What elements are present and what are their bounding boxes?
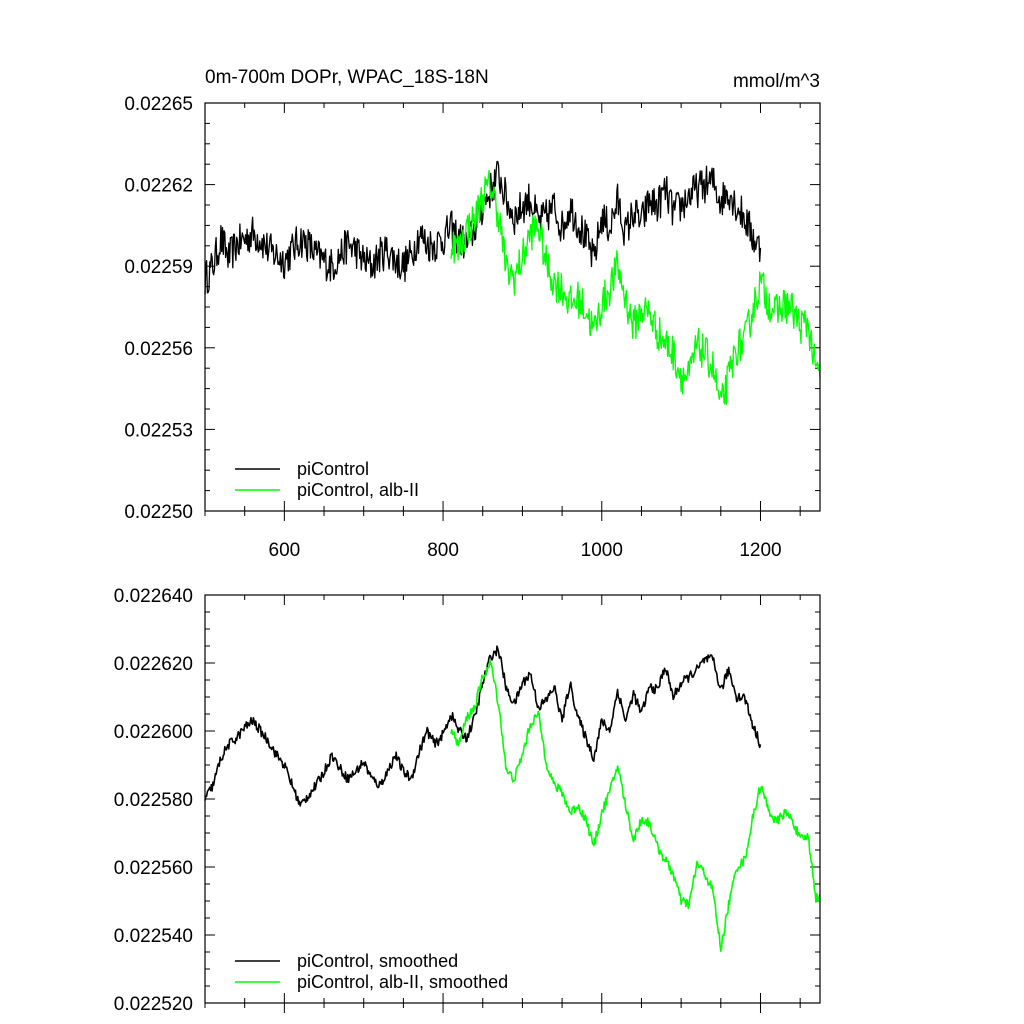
plot-lines (204, 645, 821, 953)
y-tick-label: 0.02262 (124, 176, 193, 197)
series-line-picontrol-alb-ii (450, 169, 821, 405)
legend: piControl piControl, alb-II (235, 459, 419, 500)
plot-lines (204, 160, 821, 405)
y-tick-label: 0.022600 (114, 722, 193, 743)
x-tick-label: 600 (269, 540, 301, 561)
panel-units: mmol/m^3 (733, 71, 820, 92)
bottom-panel: 0.022520 0.022540 0.022560 0.022580 0.022600… (114, 586, 821, 1015)
x-tick-label: 1200 (739, 540, 781, 561)
x-tick-label: 800 (427, 540, 459, 561)
x-tick-labels: 600 800 1000 1200 (269, 540, 782, 561)
series-line-picontrol-alb-ii-smoothed (450, 659, 821, 953)
legend: piControl, smoothed piControl, alb-II, s… (235, 951, 508, 992)
y-tick-label: 0.022640 (114, 586, 193, 607)
series-line-picontrol (204, 160, 762, 295)
legend-label-alb-ii-smoothed: piControl, alb-II, smoothed (297, 972, 508, 992)
top-panel: 0m-700m DOPr, WPAC_18S-18N mmol/m^3 0.02… (124, 67, 821, 561)
y-tick-label: 0.022520 (114, 994, 193, 1015)
y-tick-label: 0.022620 (114, 654, 193, 675)
legend-label-alb-ii: piControl, alb-II (297, 480, 419, 500)
plot-frame (204, 102, 821, 512)
y-tick-label: 0.022540 (114, 926, 193, 947)
y-tick-label: 0.022560 (114, 858, 193, 879)
y-tick-label: 0.02265 (124, 94, 193, 115)
series-line-picontrol-smoothed (204, 645, 762, 807)
legend-label-picontrol: piControl (297, 459, 369, 479)
legend-label-picontrol-smoothed: piControl, smoothed (297, 951, 458, 971)
y-tick-label: 0.02256 (124, 339, 193, 360)
plot-frame (204, 594, 821, 1004)
y-tick-label: 0.022580 (114, 790, 193, 811)
y-tick-label: 0.02259 (124, 257, 193, 278)
y-tick-label: 0.02250 (124, 502, 193, 523)
x-tick-label: 1000 (581, 540, 623, 561)
panel-title: 0m-700m DOPr, WPAC_18S-18N (205, 67, 489, 88)
y-tick-labels: 0.02250 0.02253 0.02256 0.02259 0.02262 0.022… (124, 94, 193, 523)
y-tick-label: 0.02253 (124, 420, 193, 441)
y-tick-labels: 0.022520 0.022540 0.022560 0.022580 0.022600… (114, 586, 193, 1015)
